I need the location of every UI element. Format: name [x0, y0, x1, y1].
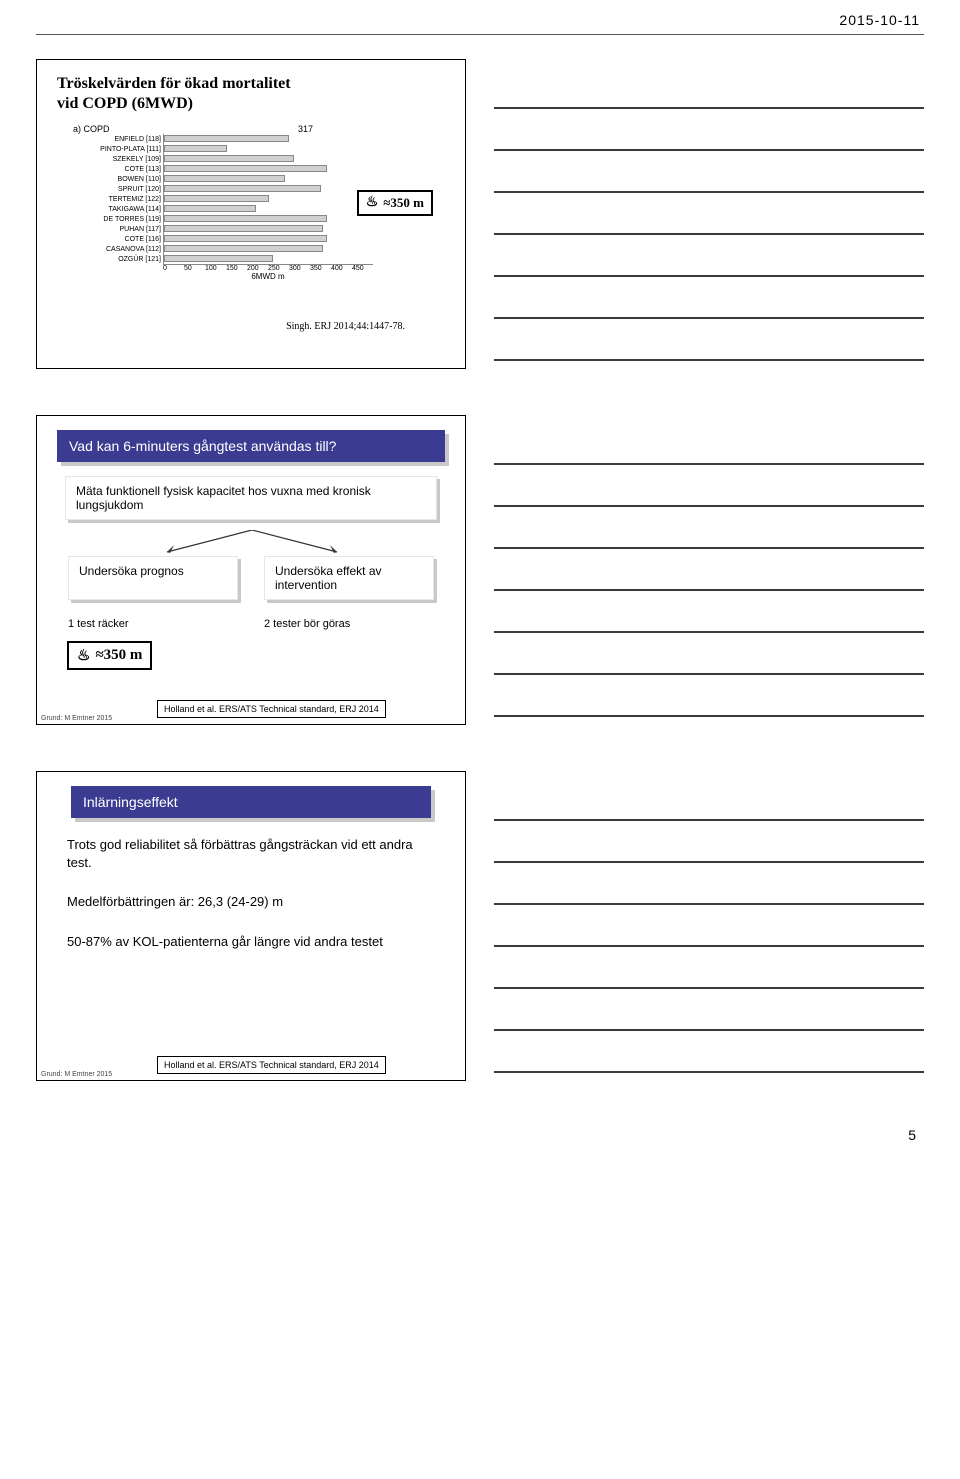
- x-tick: 0: [163, 265, 184, 272]
- arrows-svg: [57, 530, 447, 556]
- bar-label: TERTEMIZ [122]: [73, 196, 163, 203]
- bar-label: SZEKELY [109]: [73, 156, 163, 163]
- bar-label: BOWEN [110]: [73, 176, 163, 183]
- bar: [164, 205, 256, 212]
- bar-row: BOWEN [110]: [73, 174, 373, 184]
- x-tick: 200: [247, 265, 268, 272]
- slide3-cite: Holland et al. ERS/ATS Technical standar…: [157, 1056, 386, 1074]
- bar-row: TERTEMIZ [122]: [73, 194, 373, 204]
- bar-row: SZEKELY [109]: [73, 154, 373, 164]
- x-tick: 100: [205, 265, 226, 272]
- slide2-cite: Holland et al. ERS/ATS Technical standar…: [157, 700, 386, 718]
- header-rule: [36, 34, 924, 35]
- x-tick: 50: [184, 265, 205, 272]
- slide3-title: Inlärningseffekt: [71, 786, 431, 818]
- bar: [164, 185, 321, 192]
- bar-label: CASANOVA [112]: [73, 246, 163, 253]
- bar-row: TAKIGAWA [114]: [73, 204, 373, 214]
- bar: [164, 175, 285, 182]
- notes-col-1: [494, 59, 924, 375]
- bar-row: COTE [113]: [73, 164, 373, 174]
- bar-row: PINTO-PLATA [111]: [73, 144, 373, 154]
- s3-p2: Medelförbättringen är: 26,3 (24-29) m: [67, 893, 435, 911]
- bar: [164, 255, 273, 262]
- bar-row: COTE [116]: [73, 234, 373, 244]
- bar: [164, 195, 269, 202]
- bar-row: SPRUIT [120]: [73, 184, 373, 194]
- badge-text: ≈350 m: [383, 195, 424, 211]
- bar-label: PUHAN [117]: [73, 226, 163, 233]
- bar-row: PUHAN [117]: [73, 224, 373, 234]
- bar-label: TAKIGAWA [114]: [73, 206, 163, 213]
- slide3-body: Trots god reliabilitet så förbättras gån…: [57, 832, 445, 950]
- bar: [164, 215, 327, 222]
- bar: [164, 225, 323, 232]
- slide1-title-line1: Tröskelvärden för ökad mortalitet: [57, 75, 291, 92]
- slide1-title: Tröskelvärden för ökad mortalitet vid CO…: [57, 74, 445, 114]
- label-2-tests: 2 tester bör göras: [264, 618, 434, 630]
- chart-max-label: 317: [298, 124, 313, 134]
- pretzel-icon: ♨: [366, 196, 379, 210]
- page-number: 5: [0, 1127, 960, 1163]
- bar-row: ENFIELD [118]: [73, 134, 373, 144]
- chart-panel-label: a) COPD: [73, 124, 110, 134]
- bar: [164, 235, 327, 242]
- slide3-credit: Grund: M Emtner 2015: [41, 1071, 112, 1078]
- bar-row: CASANOVA [112]: [73, 244, 373, 254]
- bar-row: DE TORRES [119]: [73, 214, 373, 224]
- forest-chart: a) COPD 317 ENFIELD [118] PINTO-PLATA [11…: [73, 124, 373, 281]
- chart-x-label: 6MWD m: [163, 272, 373, 281]
- bar-label: PINTO-PLATA [111]: [73, 146, 163, 153]
- x-tick: 250: [268, 265, 289, 272]
- bar: [164, 135, 289, 142]
- slide1-citation: Singh. ERJ 2014;44:1447-78.: [286, 321, 405, 332]
- bar: [164, 165, 327, 172]
- bar-label: SPRUIT [120]: [73, 186, 163, 193]
- threshold-badge-2: ♨ ≈350 m: [67, 641, 152, 670]
- row-2: Vad kan 6-minuters gångtest användas til…: [0, 415, 960, 771]
- slide1-title-line2: vid COPD (6MWD): [57, 95, 193, 112]
- slide2-branch-row: Undersöka prognos Undersöka effekt av in…: [57, 556, 445, 600]
- threshold-badge: ♨ ≈350 m: [357, 190, 433, 216]
- x-tick: 300: [289, 265, 310, 272]
- header-date: 2015-10-11: [0, 0, 960, 34]
- box-intervention: Undersöka effekt av intervention: [264, 556, 434, 600]
- row-3: Inlärningseffekt Trots god reliabilitet …: [0, 771, 960, 1127]
- notes-col-3: [494, 771, 924, 1087]
- slide-1: Tröskelvärden för ökad mortalitet vid CO…: [36, 59, 466, 369]
- bar: [164, 155, 294, 162]
- slide2-small-row: 1 test räcker 2 tester bör göras: [57, 618, 445, 630]
- bars-container: ENFIELD [118] PINTO-PLATA [111] SZEKELY [1…: [73, 134, 373, 264]
- slide-3: Inlärningseffekt Trots god reliabilitet …: [36, 771, 466, 1081]
- bar-label: COTE [116]: [73, 236, 163, 243]
- slide2-top-box: Mäta funktionell fysisk kapacitet hos vu…: [65, 476, 437, 520]
- label-1-test: 1 test räcker: [68, 618, 238, 630]
- chart-x-axis: 050100150200250300350400450: [163, 264, 373, 272]
- s3-p1: Trots god reliabilitet så förbättras gån…: [67, 836, 435, 871]
- bar-label: COTE [113]: [73, 166, 163, 173]
- bar-label: OZGÜR [121]: [73, 256, 163, 263]
- x-tick: 400: [331, 265, 352, 272]
- bar: [164, 245, 323, 252]
- badge-text-2: ≈350 m: [95, 647, 142, 664]
- bar: [164, 145, 227, 152]
- bar-row: OZGÜR [121]: [73, 254, 373, 264]
- notes-col-2: [494, 415, 924, 731]
- slide-2: Vad kan 6-minuters gångtest användas til…: [36, 415, 466, 725]
- box-prognos: Undersöka prognos: [68, 556, 238, 600]
- bar-label: ENFIELD [118]: [73, 136, 163, 143]
- s3-p3: 50-87% av KOL-patienterna går längre vid…: [67, 933, 435, 951]
- x-tick: 450: [352, 265, 373, 272]
- x-tick: 350: [310, 265, 331, 272]
- x-tick: 150: [226, 265, 247, 272]
- slide2-title: Vad kan 6-minuters gångtest användas til…: [57, 430, 445, 462]
- row-1: Tröskelvärden för ökad mortalitet vid CO…: [0, 59, 960, 415]
- bar-label: DE TORRES [119]: [73, 216, 163, 223]
- pretzel-icon: ♨: [77, 646, 90, 665]
- slide2-credit: Grund: M Emtner 2015: [41, 715, 112, 722]
